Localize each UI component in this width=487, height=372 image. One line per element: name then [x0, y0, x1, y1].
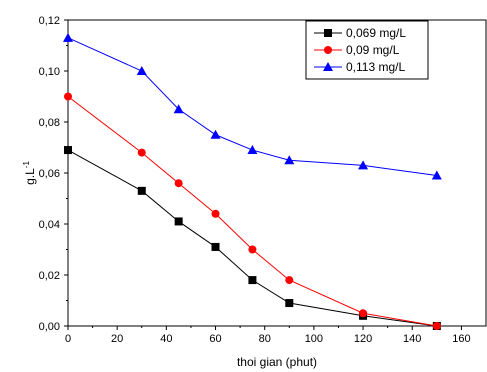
y-tick-label: 0,10 [39, 66, 60, 78]
x-tick-label: 0 [65, 333, 71, 345]
legend-marker [324, 46, 332, 54]
data-point [64, 146, 72, 155]
data-point [174, 217, 183, 226]
data-point [284, 155, 295, 165]
y-axis-title: g.L-1 [22, 161, 37, 185]
data-point [211, 209, 220, 218]
data-point [210, 129, 221, 139]
series-line [67, 149, 437, 327]
x-tick-label: 60 [209, 333, 221, 345]
legend: 0,069 mg/L 0,09 mg/L 0,113 mg/L [305, 20, 429, 80]
data-point [64, 92, 72, 101]
series-1 [64, 146, 441, 330]
y-tick-label: 0,06 [39, 168, 60, 180]
data-point [432, 322, 441, 330]
y-tick-label: 0,12 [39, 15, 60, 27]
x-tick-label: 160 [452, 333, 470, 345]
data-point [211, 242, 220, 251]
data-point [359, 309, 368, 318]
y-axis-title-main: g.L [23, 168, 37, 185]
ticks: 0 20 40 60 80 100 120 140 160 0,00 0,02 0,04 0,06 0,0… [39, 15, 471, 345]
data-point [431, 170, 442, 180]
data-point [137, 186, 146, 195]
data-point [137, 148, 146, 157]
series-layer [63, 32, 442, 330]
legend-label: 0,069 mg/L [346, 26, 406, 40]
legend-marker [323, 62, 333, 71]
series-2 [64, 92, 441, 330]
data-point [63, 32, 73, 42]
series-line [67, 37, 437, 177]
y-tick-label: 0,02 [39, 270, 60, 282]
data-point [248, 276, 257, 285]
x-tick-label: 20 [111, 333, 123, 345]
data-point [285, 299, 294, 308]
series-line [67, 96, 437, 327]
x-tick-label: 140 [403, 333, 421, 345]
data-point [136, 66, 147, 75]
data-point [285, 276, 294, 285]
data-point [173, 104, 184, 114]
x-tick-label: 100 [305, 333, 323, 345]
y-axis-title-superscript: -1 [22, 161, 31, 169]
y-tick-label: 0,00 [39, 321, 60, 333]
x-tick-label: 80 [259, 333, 271, 345]
x-axis-title: thoi gian (phut) [237, 355, 317, 369]
y-tick-label: 0,08 [39, 117, 60, 129]
y-tick-label: 0,04 [39, 219, 60, 231]
legend-label: 0,09 mg/L [346, 43, 400, 57]
legend-label: 0,113 mg/L [346, 60, 405, 74]
x-tick-label: 120 [354, 333, 372, 345]
data-point [358, 160, 369, 170]
data-point [174, 179, 183, 188]
data-point [247, 145, 258, 155]
data-point [248, 245, 257, 254]
x-tick-label: 40 [160, 333, 172, 345]
series-3 [63, 32, 442, 180]
legend-marker [324, 29, 332, 37]
